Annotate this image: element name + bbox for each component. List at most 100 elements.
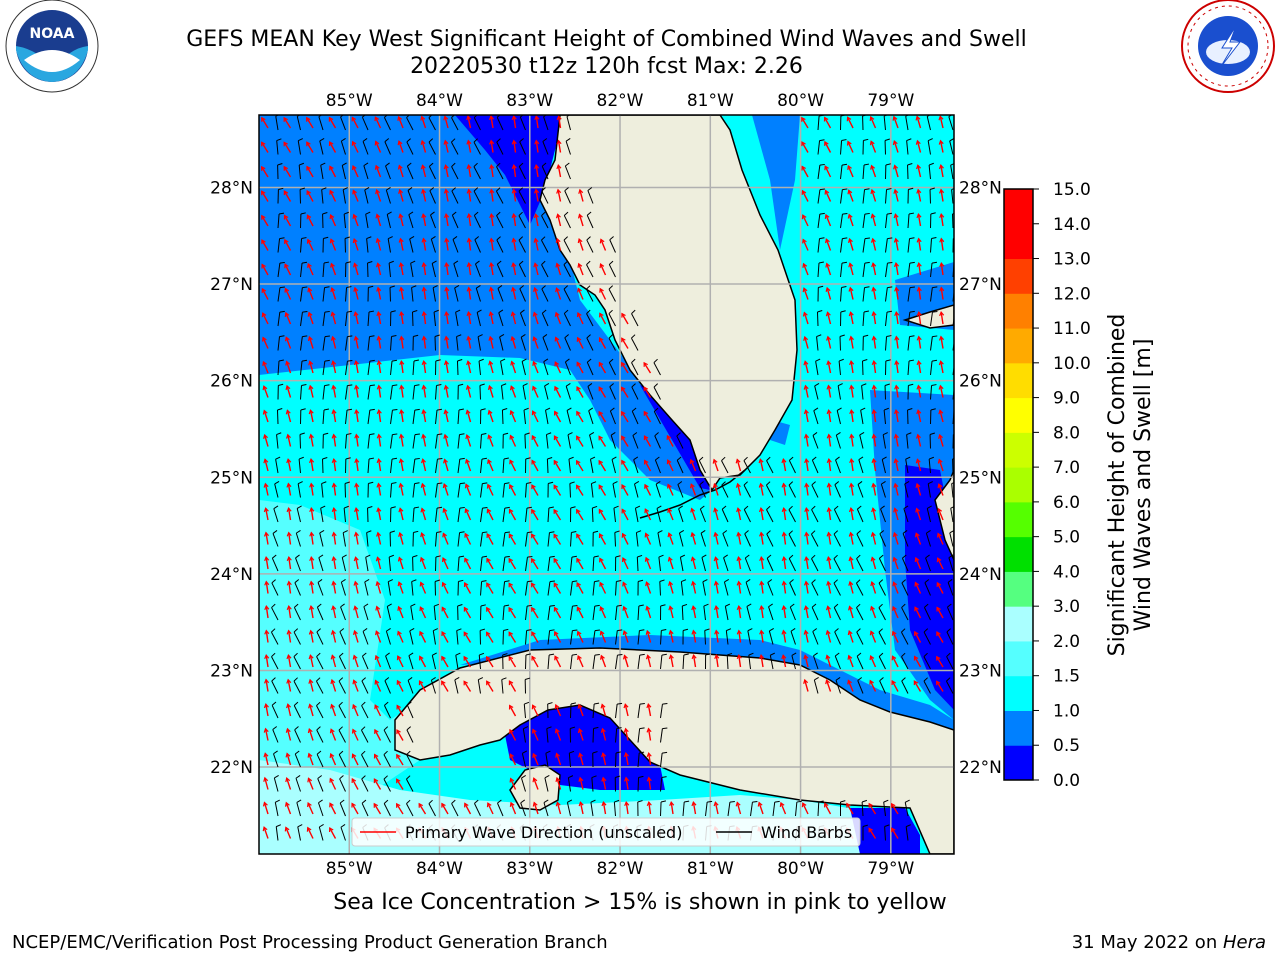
wind-barb [457, 459, 461, 474]
wind-barb-flag [279, 237, 285, 240]
wave-direction-arrowhead [869, 679, 874, 685]
wind-barb [901, 582, 909, 596]
wave-direction-arrow [872, 459, 877, 472]
wave-direction-arrowhead [735, 458, 741, 464]
wave-direction-arrow [421, 483, 427, 496]
wave-direction-arrowhead [576, 361, 582, 367]
wind-barb-flag [364, 187, 370, 191]
wind-barb-flag [273, 750, 278, 755]
wind-barb-flag [833, 603, 839, 608]
wave-direction-arrowhead [399, 335, 405, 341]
wind-barb [435, 483, 438, 498]
wave-direction-arrowhead [420, 164, 426, 170]
wind-barb [406, 165, 414, 180]
wind-barb-flag [857, 677, 863, 681]
wind-barb [837, 385, 841, 400]
wind-barb [727, 802, 731, 817]
wind-barb-flag [451, 138, 456, 143]
wave-direction-arrowhead [871, 311, 877, 317]
wave-direction-arrowhead [893, 433, 899, 439]
wave-direction-arrow [261, 288, 269, 300]
wind-barb [318, 116, 324, 131]
wind-barb-flag [631, 358, 636, 363]
wind-barb [383, 778, 391, 792]
wave-direction-arrow [850, 459, 854, 472]
wave-direction-arrowhead [916, 384, 922, 390]
lon-label-bottom: 81°W [687, 859, 734, 879]
wave-direction-arrowhead [781, 629, 787, 635]
wind-barb-flag [858, 456, 864, 461]
wind-barb [923, 680, 931, 694]
wave-direction-arrow [824, 803, 832, 815]
wind-barb [840, 287, 842, 302]
wind-barb-flag [435, 555, 441, 558]
wind-barb [833, 533, 841, 547]
wind-barb-flag [860, 407, 866, 411]
wave-direction-arrow [308, 336, 314, 349]
wave-direction-arrowhead [486, 631, 491, 637]
wave-direction-arrowhead [264, 555, 270, 562]
wind-barb-flag [346, 310, 353, 313]
wave-direction-arrowhead [533, 286, 539, 292]
wind-barb-flag [341, 579, 346, 583]
wind-barb-flag [833, 530, 839, 535]
wave-direction-arrow [399, 238, 404, 251]
wave-direction-arrowhead [262, 336, 267, 342]
wind-barb [361, 705, 369, 719]
wave-direction-arrow [464, 533, 472, 545]
wind-barb-flag [901, 628, 906, 633]
wave-direction-arrow [738, 655, 742, 668]
wave-direction-arrow [804, 385, 809, 398]
wind-barb [338, 656, 346, 670]
wave-direction-arrowhead [488, 311, 494, 317]
wind-barb [300, 238, 303, 253]
wave-direction-arrowhead [486, 582, 491, 588]
wind-barb [406, 141, 414, 155]
wind-barb [271, 656, 279, 670]
wave-direction-arrowhead [511, 213, 517, 219]
wind-barb-flag [369, 359, 375, 362]
wave-direction-arrow [396, 680, 404, 692]
wave-direction-arrowhead [846, 116, 852, 122]
wind-barb-flag [473, 138, 478, 143]
wave-direction-arrow [508, 656, 517, 668]
wave-direction-arrowhead [554, 336, 560, 342]
wave-direction-arrowhead [666, 434, 672, 440]
wind-barb [272, 533, 279, 547]
wave-direction-arrow [600, 631, 607, 643]
wind-barb [407, 680, 414, 694]
wave-direction-arrowhead [555, 776, 561, 783]
wave-direction-arrowhead [577, 238, 583, 244]
wind-barb-flag [887, 261, 893, 264]
wave-direction-arrowhead [759, 531, 765, 537]
wind-barb [608, 313, 616, 327]
wave-direction-arrow [645, 581, 652, 594]
wind-barb-flag [496, 187, 501, 192]
wind-barb-flag [947, 579, 953, 583]
wave-direction-arrowhead [801, 189, 807, 195]
wave-direction-arrowhead [914, 630, 919, 636]
wind-barb-flag [410, 260, 416, 264]
wave-direction-arrowhead [329, 165, 334, 171]
wave-direction-arrow [512, 214, 517, 227]
wave-direction-arrow [801, 166, 809, 178]
wave-direction-arrow [849, 287, 854, 300]
wind-barb [319, 140, 324, 155]
wave-direction-arrow [329, 827, 337, 839]
wave-direction-arrowhead [489, 237, 495, 243]
wave-direction-arrowhead [420, 482, 426, 488]
wind-barb-flag [278, 359, 284, 362]
wind-barb [363, 606, 369, 621]
colorbar-tick-label: 10.0 [1053, 354, 1091, 374]
wind-barb-flag [948, 554, 954, 559]
wave-direction-arrowhead [644, 556, 650, 562]
wind-barb-flag [347, 359, 353, 362]
wave-direction-arrow [872, 434, 877, 447]
wind-barb [338, 680, 346, 694]
wave-direction-arrowhead [330, 629, 336, 635]
wind-barb [586, 264, 594, 278]
wind-barb-flag [766, 505, 771, 510]
wave-direction-arrowhead [894, 359, 900, 366]
wind-barb-flag [563, 309, 569, 314]
wave-direction-arrow [284, 263, 292, 276]
